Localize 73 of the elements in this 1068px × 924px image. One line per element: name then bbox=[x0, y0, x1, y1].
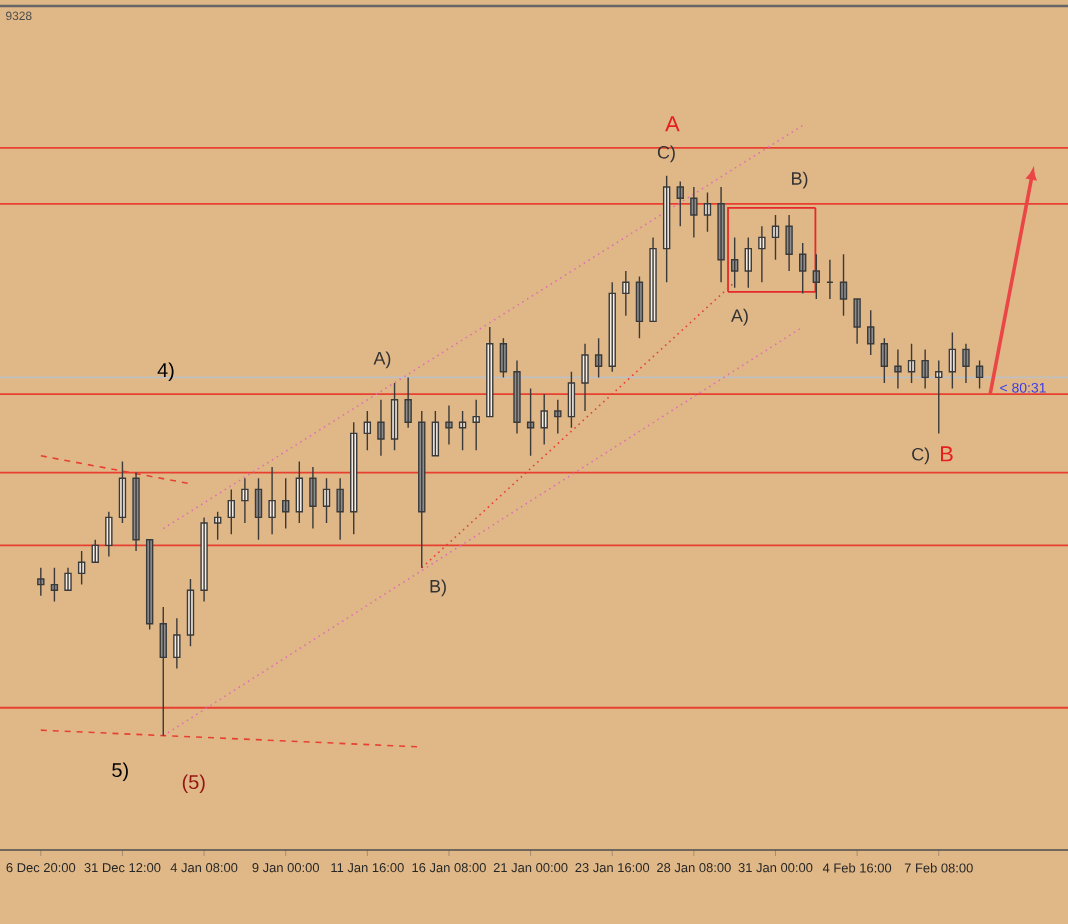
annotation: B bbox=[941, 446, 953, 462]
candlestick bbox=[935, 359, 943, 435]
candlestick bbox=[118, 460, 127, 524]
candlestick bbox=[594, 337, 603, 379]
candlestick bbox=[526, 387, 535, 457]
candlestick bbox=[771, 214, 780, 261]
annotation: B) bbox=[430, 579, 446, 597]
text: A bbox=[665, 116, 680, 132]
candlestick bbox=[894, 348, 902, 390]
candlestick bbox=[867, 309, 875, 356]
candlestick bbox=[730, 236, 739, 289]
candlestick bbox=[839, 253, 848, 317]
annotation: B) bbox=[792, 171, 808, 189]
candlestick bbox=[690, 186, 698, 239]
candlestick bbox=[948, 331, 957, 390]
candlestick bbox=[132, 471, 140, 552]
candlestick bbox=[880, 337, 889, 384]
candlestick bbox=[268, 466, 276, 535]
annotation: 4) bbox=[157, 362, 174, 382]
candlestick bbox=[649, 236, 657, 323]
candlestick bbox=[282, 477, 290, 530]
candlestick bbox=[458, 410, 467, 451]
candlestick bbox=[105, 511, 113, 558]
annotation: A) bbox=[731, 308, 748, 326]
candlestick bbox=[50, 567, 59, 603]
candlestick bbox=[799, 242, 807, 295]
candlestick bbox=[581, 343, 589, 412]
candlestick bbox=[390, 382, 399, 451]
candlestick bbox=[554, 399, 562, 435]
candlestick bbox=[622, 270, 630, 317]
candlestick bbox=[703, 191, 712, 233]
annotation: C) bbox=[912, 447, 930, 465]
text: (5) bbox=[182, 774, 205, 794]
candlestick bbox=[377, 399, 385, 457]
candlestick bbox=[921, 348, 929, 390]
candlestick bbox=[445, 404, 453, 446]
candlestick bbox=[744, 236, 752, 289]
candlestick bbox=[200, 516, 208, 603]
candlestick bbox=[309, 466, 317, 530]
candlestick bbox=[322, 477, 331, 524]
text: 5) bbox=[112, 762, 128, 782]
candlestick bbox=[513, 359, 521, 435]
candlestick bbox=[662, 175, 671, 283]
candlestick bbox=[254, 477, 263, 541]
candlestick bbox=[853, 298, 861, 345]
candlestick bbox=[37, 567, 45, 597]
candlestick bbox=[336, 477, 344, 541]
candlestick bbox=[173, 617, 181, 670]
candlestick bbox=[826, 259, 834, 300]
candlestick bbox=[717, 186, 725, 283]
candlestick bbox=[962, 343, 970, 384]
candlestick bbox=[567, 371, 576, 429]
candlestick bbox=[227, 488, 235, 535]
text: C) bbox=[657, 145, 675, 163]
candlestick bbox=[472, 399, 480, 451]
candlestick bbox=[77, 550, 86, 586]
candlestick bbox=[812, 253, 820, 300]
annotation: A) bbox=[373, 351, 391, 369]
candlestick bbox=[159, 606, 167, 737]
candlestick bbox=[213, 511, 222, 541]
candlestick bbox=[676, 180, 684, 227]
candlestick bbox=[404, 376, 412, 429]
candlestick bbox=[363, 410, 372, 451]
candlestick bbox=[186, 578, 195, 647]
candlestick bbox=[785, 214, 793, 272]
candlestick bbox=[758, 225, 766, 283]
candlestick bbox=[907, 343, 916, 384]
candlestick bbox=[540, 393, 548, 446]
candlestick bbox=[975, 359, 984, 390]
candlestick bbox=[418, 410, 426, 569]
candlestick bbox=[295, 460, 303, 524]
candlestick bbox=[64, 567, 72, 591]
candlestick bbox=[241, 477, 249, 524]
